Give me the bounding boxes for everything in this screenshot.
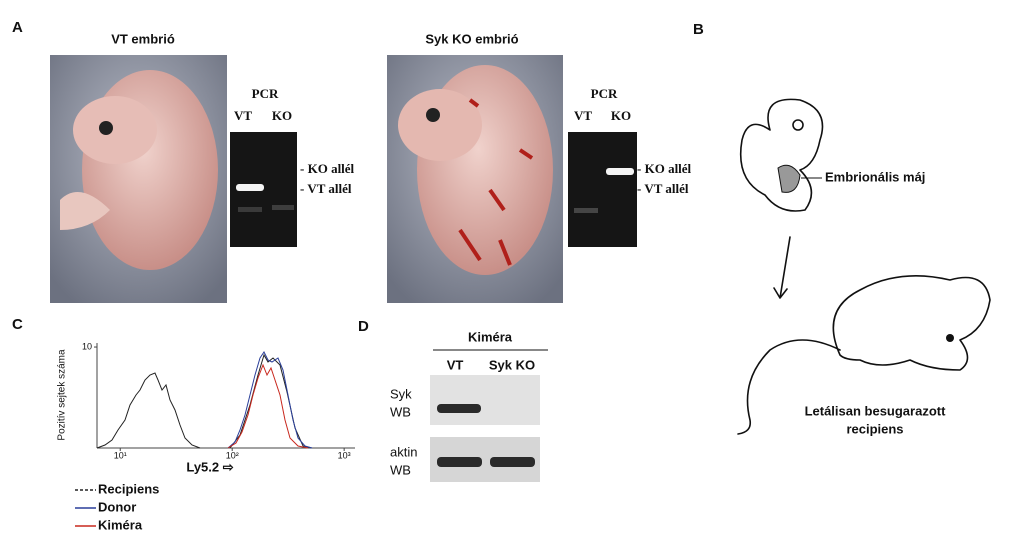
row-label: Syk bbox=[390, 386, 412, 401]
gel bbox=[568, 132, 637, 247]
caption: Letálisan besugarazott bbox=[805, 403, 947, 418]
legend-label: Donor bbox=[98, 499, 136, 514]
panel-label: D bbox=[358, 318, 369, 335]
x-tick-label: 10² bbox=[226, 450, 239, 460]
row-label: WB bbox=[390, 462, 411, 477]
lane-label: Syk KO bbox=[489, 357, 535, 372]
panel-label: B bbox=[693, 21, 704, 38]
gel-title: PCR bbox=[252, 86, 279, 101]
photo-title: VT embrió bbox=[111, 31, 175, 46]
arrow bbox=[773, 236, 791, 299]
embryo-sketch bbox=[739, 98, 824, 212]
band-label: - KO allél bbox=[637, 161, 692, 176]
row-label: WB bbox=[390, 404, 411, 419]
histogram-curve bbox=[227, 363, 309, 449]
histogram-curve bbox=[227, 351, 313, 449]
lane-label: KO bbox=[611, 108, 631, 123]
blot-header: Kiméra bbox=[468, 329, 513, 344]
panel-label: A bbox=[12, 19, 23, 36]
y-tick-label: 10 bbox=[82, 341, 92, 351]
caption: recipiens bbox=[846, 421, 903, 436]
band-label: - VT allél bbox=[300, 181, 352, 196]
y-axis-label: Pozitív sejtek száma bbox=[57, 349, 68, 441]
band-label: - KO allél bbox=[300, 161, 355, 176]
organ-label: Embrionális máj bbox=[825, 169, 925, 184]
legend-label: Kiméra bbox=[98, 517, 143, 532]
histogram-curve bbox=[96, 353, 313, 449]
x-tick-label: 10³ bbox=[338, 450, 351, 460]
lane-label: KO bbox=[272, 108, 292, 123]
x-axis-label: Ly5.2 ⇨ bbox=[186, 459, 233, 474]
mouse-sketch bbox=[737, 275, 991, 435]
panel-label: C bbox=[12, 316, 23, 333]
photo-title: Syk KO embrió bbox=[425, 31, 518, 46]
legend-label: Recipiens bbox=[98, 481, 159, 496]
band-label: - VT allél bbox=[637, 181, 689, 196]
lane-label: VT bbox=[234, 108, 252, 123]
lane-label: VT bbox=[447, 357, 464, 372]
x-tick-label: 10¹ bbox=[114, 450, 127, 460]
gel-title: PCR bbox=[591, 86, 618, 101]
lane-label: VT bbox=[574, 108, 592, 123]
row-label: aktin bbox=[390, 444, 417, 459]
blot bbox=[430, 375, 540, 425]
